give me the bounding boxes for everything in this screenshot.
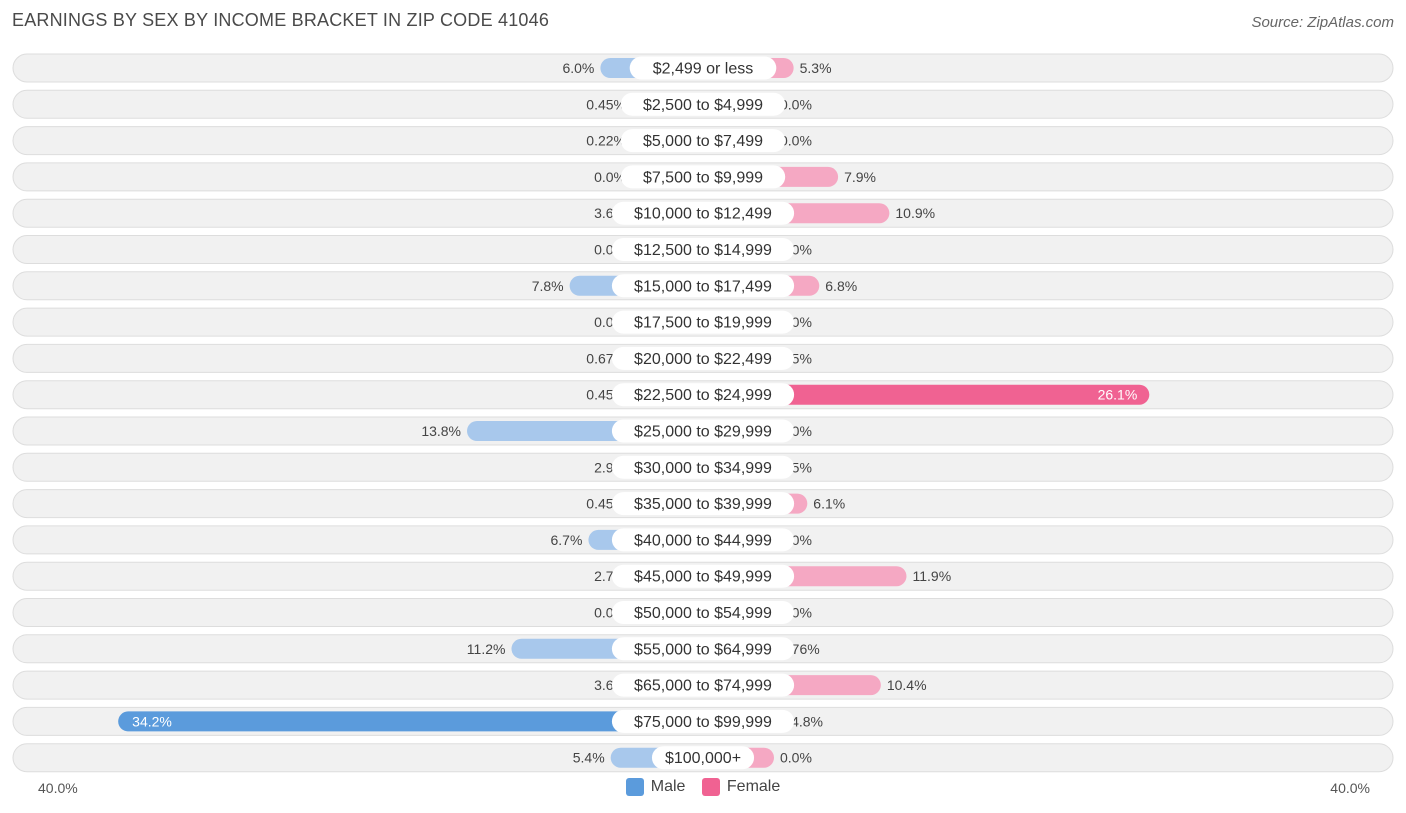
category-label-bg	[611, 673, 795, 697]
value-label-male: 6.7%	[551, 532, 583, 548]
value-label-female: 26.1%	[1098, 387, 1138, 403]
category-label-bg	[611, 637, 795, 661]
chart-row: 13.8% 3.0%$25,000 to $29,999	[12, 416, 1394, 446]
chart-title: EARNINGS BY SEX BY INCOME BRACKET IN ZIP…	[12, 10, 550, 30]
value-label-male: 11.2%	[467, 641, 506, 657]
category-label: $35,000 to $39,999	[634, 496, 772, 513]
category-label-bg	[620, 92, 786, 116]
legend-swatch-male	[625, 778, 644, 796]
value-label-female: 5.3%	[800, 60, 832, 76]
legend-item-male: Male	[625, 778, 686, 796]
chart-row: 0.67% 1.5%$20,000 to $22,499	[12, 343, 1394, 373]
value-label-male: 0.22%	[586, 133, 626, 149]
bar-male	[118, 711, 704, 732]
chart-row: 3.6% 10.4%$65,000 to $74,999	[12, 670, 1394, 700]
category-label: $75,000 to $99,999	[634, 714, 772, 731]
category-label: $30,000 to $34,999	[634, 460, 772, 477]
value-label-female: 10.4%	[887, 677, 927, 693]
chart-row: 0.0% 7.9% $7,500 to $9,999	[12, 162, 1394, 192]
axis-label-left: 40.0%	[38, 780, 78, 796]
category-label-bg	[611, 419, 795, 443]
category-label-bg	[611, 238, 795, 261]
category-label-bg	[611, 455, 795, 479]
value-label-female: 0.0%	[780, 133, 812, 149]
category-label-bg	[611, 346, 795, 370]
category-label-bg	[620, 165, 786, 189]
chart-row: 7.8% 6.8% $15,000 to $17,499	[12, 271, 1394, 301]
chart-row: 0.0% 0.0%$17,500 to $19,999	[12, 307, 1394, 337]
category-label-bg	[611, 528, 795, 552]
value-label-female: 0.0%	[780, 750, 812, 766]
value-label-male: 6.0%	[562, 60, 594, 76]
category-label-bg	[620, 129, 786, 153]
category-label: $25,000 to $29,999	[634, 424, 772, 441]
legend-label-male: Male	[650, 778, 686, 795]
category-label: $22,500 to $24,999	[634, 387, 772, 404]
chart-row: 0.22% 0.0% $5,000 to $7,499	[12, 126, 1394, 156]
category-label-bg	[611, 201, 795, 225]
source-label: Source: ZipAtlas.com	[1251, 14, 1394, 31]
value-label-female: 4.8%	[791, 713, 823, 729]
chart-row: 0.45% 26.1%$22,500 to $24,999	[12, 380, 1394, 410]
category-label-bg	[611, 601, 795, 624]
category-label: $50,000 to $54,999	[634, 605, 772, 622]
category-label: $10,000 to $12,499	[634, 206, 772, 223]
chart-row: 2.7% 11.9%$45,000 to $49,999	[12, 561, 1394, 591]
category-label: $65,000 to $74,999	[634, 678, 772, 695]
chart-row: 2.9% 1.5%$30,000 to $34,999	[12, 452, 1394, 482]
value-label-male: 0.45%	[586, 96, 626, 112]
category-label-bg	[611, 274, 795, 298]
category-label-bg	[611, 709, 795, 733]
value-label-female: 6.1%	[813, 496, 845, 512]
value-label-female: 11.9%	[912, 568, 951, 584]
category-label: $12,500 to $14,999	[634, 242, 772, 259]
category-label: $5,000 to $7,499	[643, 133, 763, 150]
value-label-female: 7.9%	[844, 169, 876, 185]
legend-item-female: Female	[701, 778, 781, 796]
category-label-bg	[629, 56, 777, 80]
category-label: $55,000 to $64,999	[634, 641, 772, 658]
chart-row: 6.7% 3.0%$40,000 to $44,999	[12, 525, 1394, 555]
value-label-male: 7.8%	[532, 278, 564, 294]
chart-row: 6.0% 5.3% $2,499 or less	[12, 53, 1394, 83]
value-label-male: 34.2%	[132, 713, 172, 729]
category-label: $20,000 to $22,499	[634, 351, 772, 368]
category-label-bg	[651, 746, 755, 770]
chart-row: 5.4% 0.0% $100,000+	[12, 743, 1394, 773]
category-label-bg	[611, 383, 795, 407]
diverging-bar-chart: 6.0% 5.3% $2,499 or less 0.45% 0.0% $2,500 to…	[12, 53, 1394, 773]
category-label-bg	[611, 310, 795, 334]
category-label: $40,000 to $44,999	[634, 532, 772, 549]
value-label-male: 0.0%	[594, 169, 626, 185]
legend-label-female: Female	[726, 778, 781, 795]
chart-row: 3.6% 10.9%$10,000 to $12,499	[12, 198, 1394, 228]
category-label: $2,500 to $4,999	[643, 97, 763, 114]
category-label: $17,500 to $19,999	[634, 315, 772, 332]
value-label-female: 6.8%	[825, 278, 857, 294]
value-label-female: 0.0%	[780, 96, 812, 112]
category-label: $2,499 or less	[653, 61, 754, 78]
legend: Male Female	[0, 778, 1406, 801]
category-label: $15,000 to $17,499	[634, 278, 772, 295]
chart-row: 0.45% 0.0% $2,500 to $4,999	[12, 89, 1394, 119]
value-label-male: 13.8%	[421, 423, 461, 439]
category-label-bg	[611, 492, 795, 516]
value-label-male: 5.4%	[573, 750, 605, 766]
category-label: $7,500 to $9,999	[643, 169, 763, 186]
axis-label-right: 40.0%	[1330, 780, 1370, 796]
value-label-female: 10.9%	[895, 205, 935, 221]
bar-female	[703, 384, 1150, 405]
category-label: $45,000 to $49,999	[634, 569, 772, 586]
chart-row: 34.2% 4.8% $75,000 to $99,999	[12, 706, 1394, 736]
chart-row: 0.0% 0.0%$12,500 to $14,999	[12, 235, 1394, 264]
category-label-bg	[611, 564, 795, 588]
category-label: $100,000+	[665, 750, 741, 767]
chart-row: 0.0% 0.0%$50,000 to $54,999	[12, 598, 1394, 627]
legend-swatch-female	[701, 778, 720, 796]
chart-row: 0.45% 6.1%$35,000 to $39,999	[12, 489, 1394, 519]
chart-row: 11.2% 0.76%$55,000 to $64,999	[12, 634, 1394, 664]
